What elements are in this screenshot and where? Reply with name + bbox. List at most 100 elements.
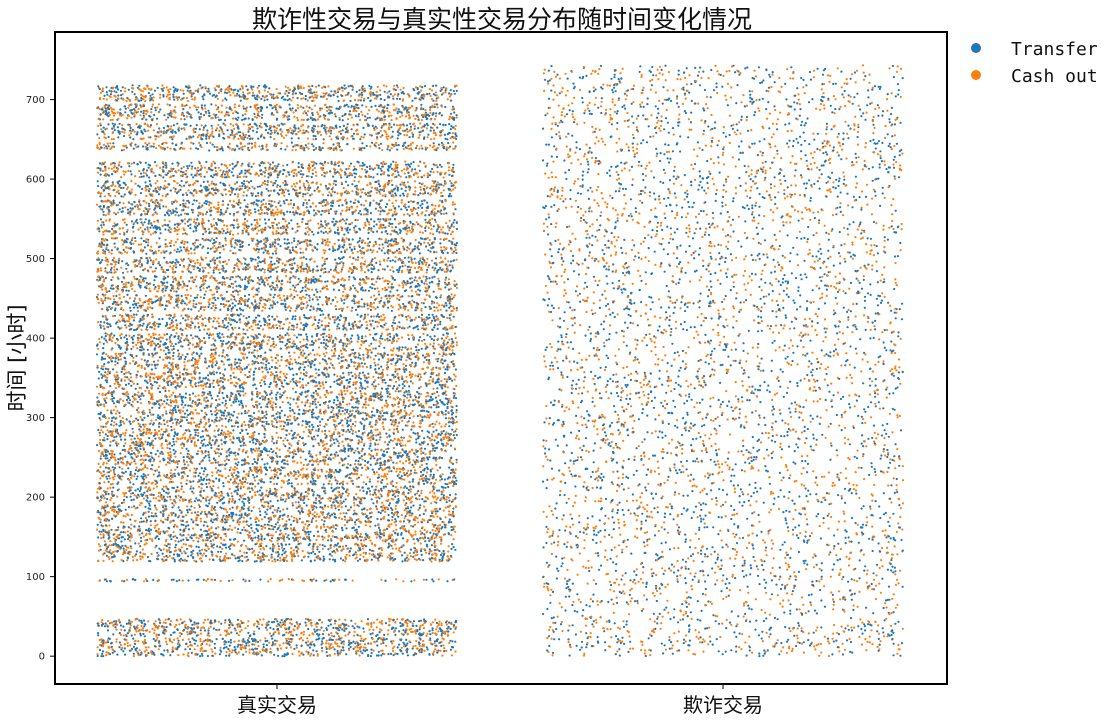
point-genuine-transfer	[406, 648, 409, 651]
point-genuine-transfer	[424, 479, 427, 482]
point-genuine-transfer	[453, 483, 456, 486]
point-genuine-transfer	[353, 627, 356, 630]
point-genuine-cash-out	[433, 544, 436, 547]
point-genuine-transfer	[453, 474, 456, 477]
point-genuine-transfer	[334, 516, 337, 519]
point-genuine-cash-out	[113, 510, 116, 513]
point-genuine-cash-out	[197, 450, 200, 453]
point-genuine-cash-out	[344, 634, 347, 637]
point-genuine-transfer	[206, 525, 209, 528]
point-genuine-cash-out	[243, 556, 246, 559]
point-genuine-transfer	[386, 519, 390, 522]
point-genuine-transfer	[336, 454, 340, 457]
point-genuine-transfer	[122, 650, 125, 653]
point-genuine-cash-out	[270, 469, 273, 472]
point-genuine-transfer	[247, 496, 250, 499]
point-genuine-transfer	[251, 462, 254, 466]
point-genuine-cash-out	[257, 519, 260, 522]
point-genuine-cash-out	[148, 537, 151, 540]
point-genuine-cash-out	[246, 481, 249, 485]
point-genuine-transfer	[431, 629, 434, 632]
point-genuine-cash-out	[242, 520, 245, 523]
point-genuine-cash-out	[199, 649, 202, 653]
point-genuine-transfer	[279, 472, 282, 475]
point-genuine-transfer	[140, 520, 143, 523]
point-genuine-transfer	[424, 620, 427, 623]
point-genuine-cash-out	[177, 494, 180, 497]
point-genuine-transfer	[307, 530, 310, 534]
point-genuine-cash-out	[297, 624, 300, 628]
point-genuine-cash-out	[111, 560, 114, 563]
point-genuine-transfer	[429, 531, 432, 534]
point-genuine-transfer	[440, 634, 443, 637]
point-genuine-transfer	[336, 542, 340, 545]
point-genuine-cash-out	[434, 512, 437, 515]
point-genuine-cash-out	[282, 534, 285, 537]
point-genuine-transfer	[276, 462, 279, 465]
point-genuine-cash-out	[262, 649, 265, 652]
point-genuine-cash-out	[333, 652, 336, 656]
point-genuine-cash-out	[354, 557, 357, 560]
point-genuine-transfer	[270, 537, 274, 540]
point-genuine-cash-out	[143, 580, 146, 583]
point-genuine-cash-out	[395, 578, 398, 581]
point-genuine-cash-out	[123, 643, 126, 646]
point-genuine-transfer	[153, 653, 156, 656]
point-genuine-cash-out	[341, 545, 345, 548]
point-genuine-transfer	[150, 514, 153, 518]
point-genuine-cash-out	[284, 455, 287, 458]
point-genuine-transfer	[109, 579, 112, 583]
point-genuine-cash-out	[402, 580, 405, 583]
point-genuine-cash-out	[382, 636, 385, 640]
point-genuine-cash-out	[240, 629, 243, 632]
point-genuine-transfer	[166, 473, 169, 476]
point-genuine-transfer	[394, 633, 397, 637]
point-genuine-transfer	[142, 513, 145, 516]
point-genuine-cash-out	[395, 528, 398, 531]
point-genuine-transfer	[186, 538, 189, 542]
point-genuine-cash-out	[124, 531, 127, 534]
point-genuine-transfer	[199, 491, 202, 494]
point-genuine-cash-out	[112, 551, 115, 554]
point-genuine-cash-out	[423, 622, 426, 625]
point-genuine-transfer	[99, 521, 102, 524]
point-genuine-transfer	[337, 501, 340, 504]
point-genuine-cash-out	[181, 447, 184, 450]
point-genuine-cash-out	[414, 448, 418, 452]
point-genuine-cash-out	[139, 557, 142, 561]
point-genuine-transfer	[446, 630, 450, 633]
point-genuine-transfer	[396, 501, 399, 504]
point-genuine-cash-out	[237, 448, 241, 451]
point-genuine-transfer	[334, 468, 337, 472]
point-genuine-transfer	[203, 467, 206, 470]
point-genuine-transfer	[334, 527, 337, 530]
point-genuine-transfer	[342, 559, 345, 562]
point-genuine-cash-out	[270, 476, 273, 479]
point-genuine-cash-out	[391, 518, 394, 522]
point-genuine-cash-out	[246, 547, 249, 550]
point-genuine-cash-out	[307, 492, 310, 495]
point-genuine-cash-out	[419, 530, 422, 533]
point-genuine-cash-out	[149, 524, 152, 527]
point-genuine-transfer	[359, 463, 362, 466]
point-genuine-cash-out	[426, 632, 429, 635]
point-genuine-transfer	[406, 654, 409, 657]
point-genuine-transfer	[205, 486, 209, 489]
point-genuine-transfer	[205, 478, 208, 481]
point-genuine-cash-out	[114, 540, 117, 543]
point-genuine-cash-out	[401, 493, 404, 496]
point-genuine-cash-out	[391, 647, 394, 650]
point-genuine-transfer	[436, 489, 439, 492]
point-genuine-cash-out	[369, 493, 372, 496]
point-genuine-transfer	[310, 551, 313, 555]
point-genuine-cash-out	[253, 554, 257, 557]
point-genuine-transfer	[229, 478, 232, 481]
point-genuine-transfer	[229, 544, 232, 547]
point-genuine-cash-out	[408, 640, 411, 643]
point-genuine-cash-out	[102, 645, 105, 648]
point-genuine-cash-out	[315, 625, 318, 629]
point-genuine-cash-out	[109, 483, 112, 486]
point-genuine-cash-out	[291, 492, 294, 495]
point-genuine-transfer	[146, 529, 150, 532]
point-genuine-cash-out	[178, 514, 181, 518]
